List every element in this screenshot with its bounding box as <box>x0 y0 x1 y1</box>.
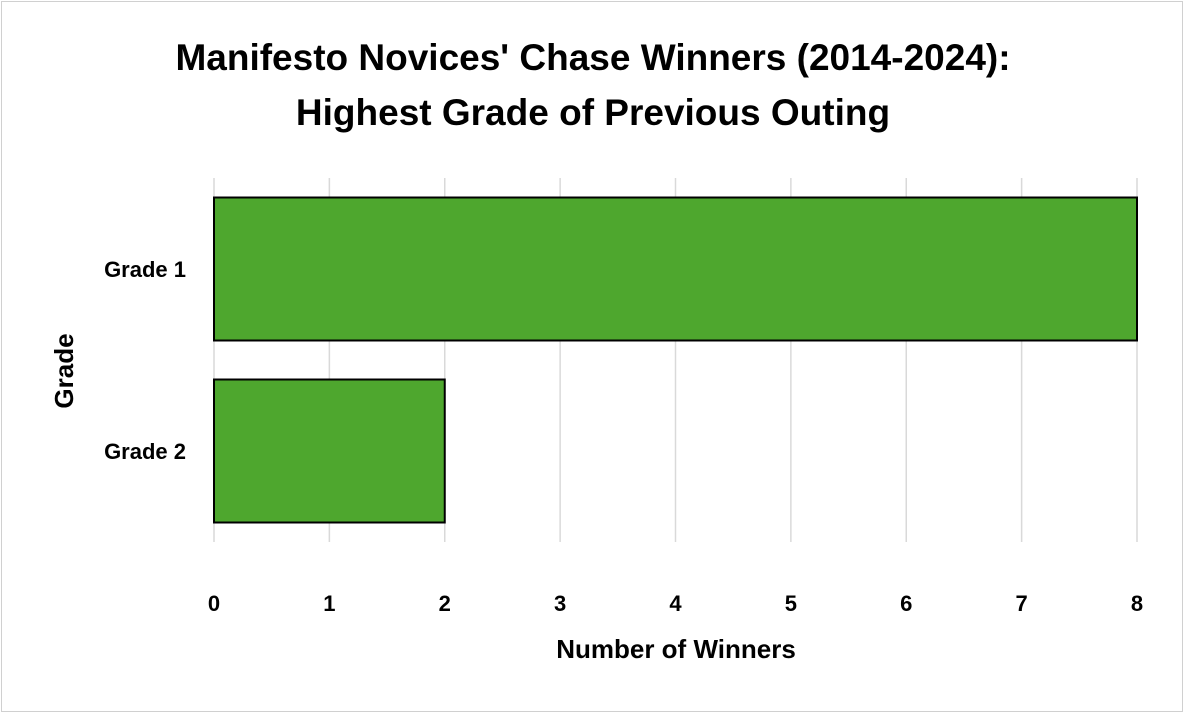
chart-title: Manifesto Novices' Chase Winners (2014-2… <box>0 30 1186 140</box>
x-tick-label-3: 3 <box>554 591 566 616</box>
x-tick-label-6: 6 <box>900 591 912 616</box>
x-tick-label-5: 5 <box>785 591 797 616</box>
x-tick-label-4: 4 <box>669 591 682 616</box>
x-tick-label-7: 7 <box>1016 591 1028 616</box>
x-tick-label-1: 1 <box>323 591 335 616</box>
chart-title-line-2: Highest Grade of Previous Outing <box>295 92 891 133</box>
x-tick-label-0: 0 <box>208 591 220 616</box>
chart-title-line-1: Manifesto Novices' Chase Winners (2014-2… <box>175 37 1011 78</box>
category-label-grade-2: Grade 2 <box>104 439 186 464</box>
x-axis-title: Number of Winners <box>556 634 796 664</box>
x-tick-labels: 0 1 2 3 4 5 6 7 8 <box>208 591 1143 616</box>
category-label-grade-1: Grade 1 <box>104 257 186 282</box>
bar-grade-1 <box>213 196 1138 342</box>
bar-grade-2 <box>213 378 446 524</box>
y-axis-title: Grade <box>49 333 79 408</box>
bars <box>213 196 1138 524</box>
x-tick-label-8: 8 <box>1131 591 1143 616</box>
category-labels: Grade 1 Grade 2 <box>104 257 186 464</box>
x-tick-label-2: 2 <box>439 591 451 616</box>
